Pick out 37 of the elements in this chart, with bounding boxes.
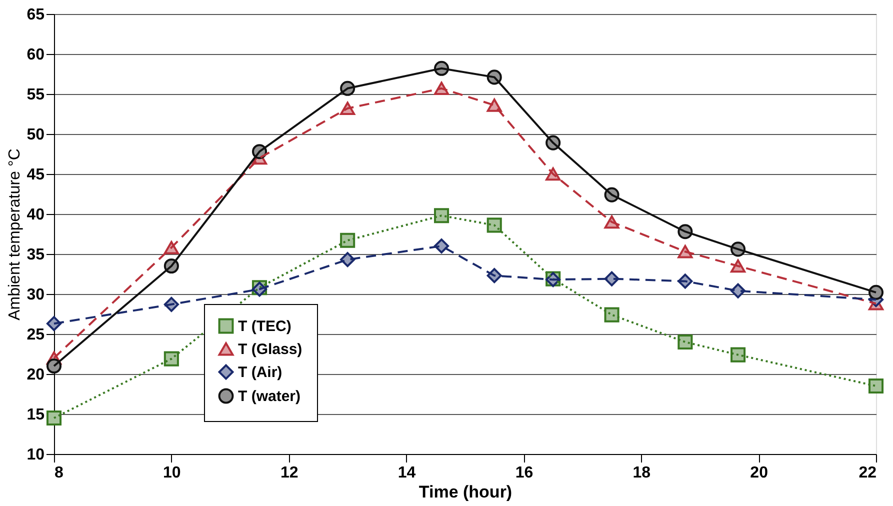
y-tick-label: 40: [26, 206, 45, 224]
y-tick-label: 25: [26, 326, 45, 344]
x-tick-label: 8: [54, 464, 64, 482]
point: [486, 218, 502, 233]
y-tick-label: 10: [26, 446, 45, 464]
legend-label: T (TEC): [238, 318, 292, 335]
y-tick-label: 60: [26, 46, 45, 64]
point: [604, 307, 620, 322]
x-tick-label: 14: [398, 464, 416, 482]
y-tick-label: 45: [26, 166, 45, 184]
x-tick-label: 12: [280, 464, 298, 482]
point: [340, 232, 356, 248]
point: [868, 378, 884, 394]
point: [678, 334, 693, 350]
point: [868, 284, 884, 300]
y-tick-label: 65: [26, 6, 45, 24]
y-axis-title: Ambient temperature °C: [6, 148, 24, 320]
legend-label: T (water): [238, 388, 301, 405]
point: [46, 358, 62, 374]
x-tick-label: 22: [858, 464, 877, 482]
y-tick-label: 15: [26, 406, 45, 424]
point: [434, 208, 450, 224]
x-tick-label: 20: [750, 464, 768, 482]
point: [46, 410, 62, 426]
legend-label: T (Glass): [238, 341, 302, 358]
y-tick-label: 30: [26, 286, 45, 304]
legend-label: T (Air): [238, 364, 282, 381]
x-tick-label: 18: [632, 464, 651, 482]
x-tick-label: 16: [515, 464, 534, 482]
y-tick-label: 55: [26, 86, 45, 104]
y-tick-label: 50: [26, 126, 45, 144]
x-tick-label: 10: [163, 464, 181, 482]
y-tick-label: 20: [26, 366, 45, 384]
point: [164, 351, 179, 366]
y-tick-label: 35: [26, 246, 45, 264]
point: [730, 347, 746, 362]
x-axis-title: Time (hour): [418, 482, 512, 502]
